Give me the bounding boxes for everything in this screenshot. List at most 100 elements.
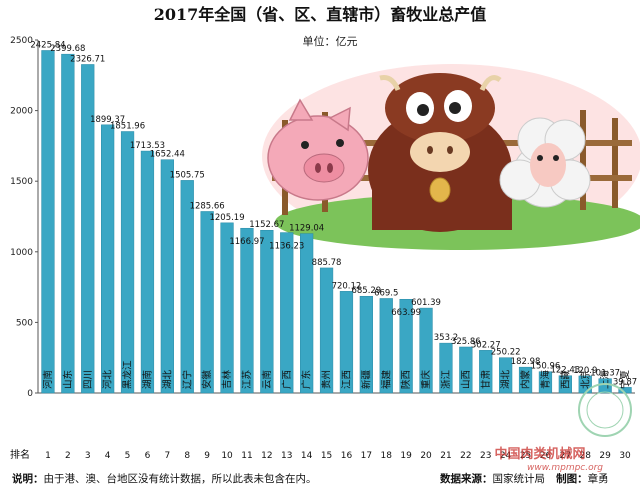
- province-label: 湖南: [141, 370, 153, 389]
- bar: [61, 53, 75, 394]
- watermark-text: 中国肉类机械网: [494, 446, 585, 462]
- bar: [300, 233, 314, 394]
- bar: [120, 131, 135, 394]
- value-label: 122.43: [550, 366, 580, 376]
- sheep-icon: [499, 117, 591, 208]
- rank-number: 12: [261, 451, 272, 461]
- bar: [419, 307, 433, 394]
- chart-title: 2017年全国（省、区、直辖市）畜牧业总产值: [154, 5, 487, 24]
- province-label: 山东: [62, 370, 74, 389]
- value-label: 302.27: [471, 340, 501, 350]
- province-label: 上海: [599, 370, 611, 390]
- rank-row: 1 2 3 4 5 6 7 8 9 10 11 12 13 14 15 16 17 18 19 20 21 22 23 24 2…: [45, 451, 631, 461]
- bar: [180, 180, 194, 394]
- bar: [598, 378, 612, 394]
- value-label: 1129.04: [289, 224, 324, 234]
- bar: [558, 375, 572, 394]
- rank-number: 29: [599, 451, 611, 461]
- province-label: 湖北: [501, 369, 512, 389]
- rank-number: 13: [281, 451, 292, 461]
- province-label: 吉林: [221, 369, 233, 389]
- bar: [280, 232, 294, 394]
- rank-number: 28: [580, 451, 592, 461]
- province-label: 江苏: [241, 370, 253, 390]
- province-label: 河北: [102, 369, 114, 389]
- value-label: 601.39: [411, 298, 441, 308]
- value-label: 885.78: [312, 258, 342, 268]
- rank-number: 1: [45, 451, 51, 461]
- province-label: 黑龙江: [122, 360, 134, 389]
- rank-number: 23: [480, 451, 491, 461]
- bar: [160, 159, 174, 394]
- source-label: 数据来源：: [439, 472, 493, 485]
- value-label: 353.2: [434, 333, 458, 343]
- bar: [538, 371, 553, 394]
- bar: [81, 64, 95, 394]
- value-label: 685.29: [351, 286, 381, 296]
- province-label: 西藏: [559, 370, 571, 390]
- bar: [339, 291, 354, 394]
- watermark-url: www.mpmpc.org: [527, 463, 603, 473]
- note-label: 说明：: [12, 472, 44, 485]
- province-label: 广东: [301, 370, 313, 389]
- rank-number: 9: [204, 451, 210, 461]
- rank-number: 30: [619, 451, 631, 461]
- value-label: 1152.67: [249, 220, 284, 230]
- rank-number: 24: [500, 451, 512, 461]
- bar: [499, 357, 513, 394]
- province-label: 重庆: [420, 369, 432, 389]
- province-label: 贵州: [321, 370, 333, 389]
- bar: [379, 298, 393, 394]
- y-tick-label: 2500: [10, 36, 33, 46]
- province-label: 湖北: [162, 369, 173, 389]
- y-axis: 0 500 1000 1500 2000 2500: [10, 36, 635, 399]
- value-label: 2399.68: [50, 44, 85, 54]
- value-label: 39.87: [613, 377, 637, 387]
- rank-number: 7: [164, 451, 170, 461]
- value-label: 325.86: [451, 337, 481, 347]
- province-label: 江西: [341, 370, 352, 389]
- rank-number: 20: [420, 451, 432, 461]
- pig-icon: [267, 98, 369, 201]
- value-label: 1713.53: [130, 141, 165, 151]
- province-label: 山西: [461, 370, 472, 389]
- y-tick-label: 1500: [10, 177, 33, 187]
- y-tick-label: 2000: [10, 107, 33, 117]
- value-label: 1652.44: [150, 150, 185, 160]
- rank-number: 25: [520, 451, 531, 461]
- footer-source: 数据来源：国家统计局 制图：章勇: [439, 467, 609, 486]
- maker-label: 制图：: [556, 472, 588, 485]
- value-label: 250.22: [491, 348, 521, 358]
- bar: [399, 298, 413, 394]
- province-labels: 河南 山东 四川 河北 黑龙江 湖南 湖北 辽宁 安徽 吉林 江苏 云南 广西 广东 贵州 江西 新疆 福建 陕西重…: [42, 360, 631, 389]
- province-label: 云南: [261, 370, 273, 389]
- rank-number: 17: [361, 451, 372, 461]
- value-label: 720.12: [332, 281, 362, 291]
- province-label: 宁夏: [619, 369, 631, 389]
- value-label: 101.37: [590, 369, 620, 379]
- bar: [220, 222, 234, 394]
- bar: [518, 366, 533, 394]
- bar: [200, 211, 214, 394]
- province-label: 新疆: [360, 369, 372, 389]
- unit-label: 单位：亿元: [303, 34, 358, 48]
- y-tick-label: 0: [27, 389, 33, 399]
- y-tick-label: 1000: [10, 248, 33, 258]
- province-label: 河南: [42, 370, 54, 389]
- maker-text: 章勇: [588, 472, 609, 485]
- province-label: 甘肃: [480, 370, 492, 389]
- note-text: 由于港、澳、台地区没有统计数据，所以此表未包含在内。: [44, 472, 317, 485]
- value-label: 2425.84: [30, 40, 65, 50]
- value-label: 1851.96: [110, 122, 145, 132]
- province-label: 广西: [281, 370, 293, 389]
- province-label: 浙江: [440, 369, 452, 389]
- value-label: 1285.66: [190, 201, 225, 211]
- footer-note: 说明：由于港、澳、台地区没有统计数据，所以此表未包含在内。: [12, 472, 317, 485]
- rank-number: 5: [125, 451, 131, 461]
- rank-number: 6: [145, 451, 151, 461]
- value-label: 182.98: [511, 357, 541, 367]
- province-label: 福建: [380, 369, 392, 389]
- rank-number: 2: [65, 451, 71, 461]
